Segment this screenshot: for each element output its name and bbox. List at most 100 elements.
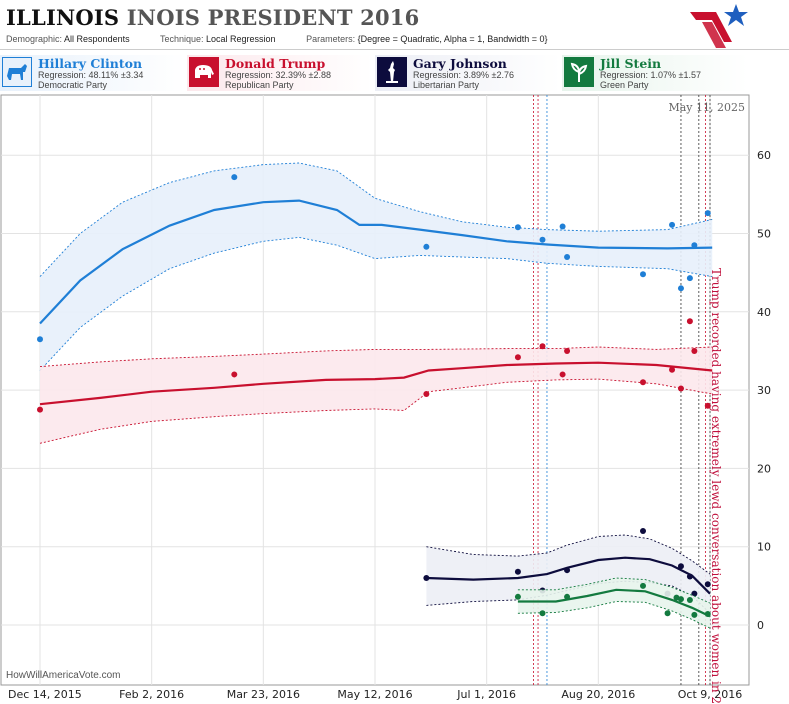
poll-point: [677, 563, 684, 570]
y-tick-label: 30: [757, 384, 771, 397]
series-donald-trump: [37, 318, 713, 444]
poll-point: [664, 610, 671, 617]
poll-point: [686, 318, 693, 325]
lower-bound-line: [39, 378, 713, 444]
y-tick-label: 10: [757, 541, 771, 554]
elephant-icon: [189, 57, 219, 87]
parameters-value: {Degree = Quadratic, Alpha = 1, Bandwidt…: [357, 34, 548, 44]
title-race: INOIS PRESIDENT 2016: [126, 5, 420, 30]
poll-point: [231, 371, 238, 378]
poll-point: [686, 573, 693, 580]
candidate-regression: Regression: 48.11% ±3.34: [38, 70, 144, 80]
series-jill-stein: [514, 577, 711, 629]
upper-bound-line: [517, 577, 711, 604]
poll-point: [559, 371, 566, 378]
confidence-band: [517, 578, 710, 629]
title-state: ILLINOIS: [6, 5, 120, 30]
series-hillary-clinton: [37, 162, 713, 371]
poll-point: [514, 593, 521, 600]
y-tick-label: 50: [757, 228, 771, 241]
technique-value: Local Regression: [206, 34, 276, 44]
candidate-card-stein[interactable]: Jill Stein Regression: 1.07% ±1.57 Green…: [562, 55, 748, 91]
demographic-label: Demographic:: [6, 34, 63, 44]
candidate-legend: Hillary Clinton Regression: 48.11% ±3.34…: [0, 55, 789, 93]
x-tick-label: Feb 2, 2016: [119, 688, 184, 701]
poll-point: [231, 174, 238, 181]
confidence-band: [40, 163, 713, 371]
leaf-icon: [564, 57, 594, 87]
candidate-party: Republican Party: [225, 80, 294, 90]
series-group: [37, 162, 713, 629]
poll-point: [677, 596, 684, 603]
poll-point: [564, 593, 571, 600]
parameters-bar: Demographic: All Respondents Technique: …: [6, 34, 576, 44]
poll-point: [640, 582, 646, 589]
x-tick-label: Jul 1, 2016: [456, 688, 516, 701]
regression-line: [426, 556, 711, 595]
poll-point: [564, 347, 571, 354]
poll-point: [640, 271, 646, 278]
header-divider: [0, 49, 789, 50]
poll-point: [669, 366, 676, 373]
upper-bound-line: [426, 534, 711, 575]
poll-point: [677, 385, 684, 392]
poll-point: [704, 581, 711, 588]
parameters-label: Parameters:: [306, 34, 356, 44]
candidate-regression: Regression: 3.89% ±2.76: [413, 70, 514, 80]
event-annotation: Trump recorded having extremely lewd con…: [709, 268, 723, 704]
poll-point: [423, 391, 430, 398]
candidate-name: Gary Johnson: [413, 56, 507, 71]
poll-point: [539, 610, 546, 617]
poll-point: [37, 406, 43, 413]
poll-point: [564, 567, 571, 574]
site-logo-icon: [690, 4, 748, 48]
watermark: HowWillAmericaVote.com: [6, 670, 120, 681]
confidence-band: [426, 535, 710, 614]
candidate-card-johnson[interactable]: Gary Johnson Regression: 3.89% ±2.76 Lib…: [375, 55, 561, 91]
demographic-value: All Respondents: [64, 34, 130, 44]
candidate-regression: Regression: 1.07% ±1.57: [600, 70, 701, 80]
y-tick-label: 0: [757, 619, 764, 632]
top-date-label: May 11, 2025: [668, 101, 745, 114]
poll-point: [691, 242, 698, 249]
candidate-party: Libertarian Party: [413, 80, 480, 90]
poll-point: [423, 575, 430, 582]
upper-bound-line: [39, 162, 713, 277]
candidate-card-clinton[interactable]: Hillary Clinton Regression: 48.11% ±3.34…: [0, 55, 186, 91]
poll-point: [704, 611, 711, 618]
poll-point: [423, 243, 430, 250]
poll-point: [640, 379, 646, 386]
poll-point: [559, 223, 566, 230]
x-axis: Dec 14, 2015 Feb 2, 2016 Mar 23, 2016 May 1…: [8, 688, 742, 701]
poll-point: [37, 336, 43, 343]
liberty-statue-icon: [377, 57, 407, 87]
poll-point: [514, 224, 521, 231]
regression-line: [39, 199, 713, 325]
poll-point: [686, 275, 693, 282]
regression-line: [517, 588, 711, 618]
x-tick-label: Oct 9, 2016: [678, 688, 743, 701]
candidate-name: Jill Stein: [600, 56, 662, 71]
page-title: ILLINOIS INOIS PRESIDENT 2016: [6, 5, 419, 30]
poll-point: [691, 590, 698, 597]
x-tick-label: May 12, 2016: [337, 688, 412, 701]
y-tick-label: 60: [757, 149, 771, 162]
poll-point: [704, 402, 711, 409]
poll-point: [686, 596, 693, 603]
poll-point: [564, 253, 571, 260]
poll-point: [691, 611, 698, 618]
lower-bound-line: [517, 601, 711, 629]
y-axis: 0 10 20 30 40 50 60: [757, 149, 771, 632]
poll-point: [539, 343, 546, 350]
poll-point: [514, 568, 521, 575]
candidate-card-trump[interactable]: Donald Trump Regression: 32.39% ±2.88 Re…: [187, 55, 373, 91]
poll-point: [514, 354, 521, 361]
poll-point: [704, 210, 711, 217]
y-tick-label: 20: [757, 462, 771, 475]
candidate-party: Green Party: [600, 80, 649, 90]
candidate-regression: Regression: 32.39% ±2.88: [225, 70, 332, 80]
series-gary-johnson: [423, 528, 711, 614]
donkey-icon: [2, 57, 32, 87]
y-tick-label: 40: [757, 306, 771, 319]
